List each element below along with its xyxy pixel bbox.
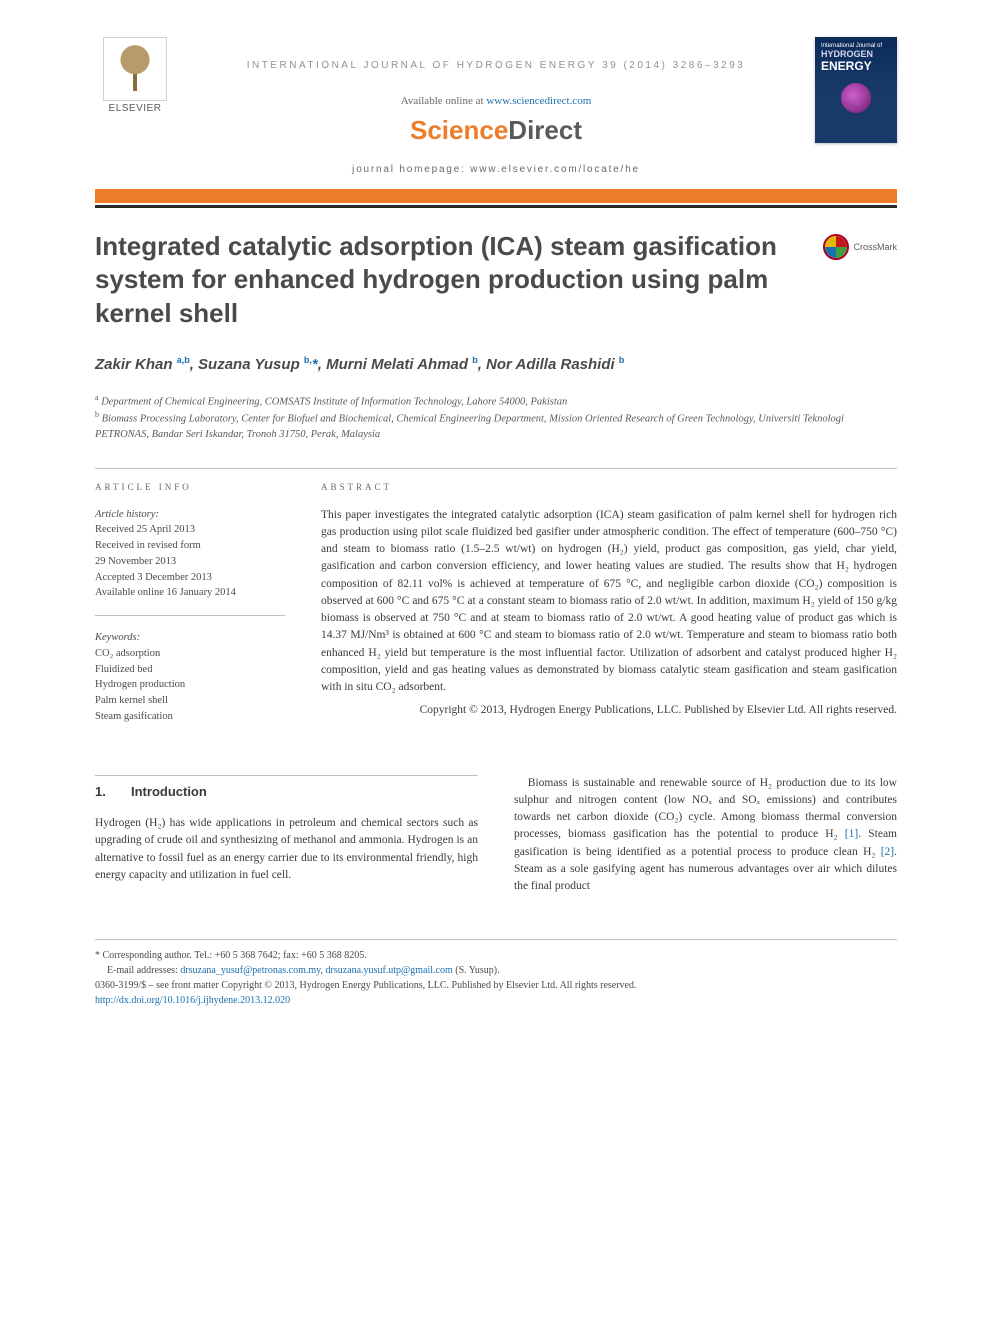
page-footer: * Corresponding author. Tel.: +60 5 368 … [95,939,897,1008]
sciencedirect-link[interactable]: www.sciencedirect.com [486,95,591,107]
issn-line: 0360-3199/$ – see front matter Copyright… [95,978,897,993]
journal-homepage-line: journal homepage: www.elsevier.com/locat… [95,164,897,175]
divider-orange [95,189,897,203]
crossmark-label: CrossMark [853,242,897,252]
keyword: Hydrogen production [95,677,285,693]
article-info-column: ARTICLE INFO Article history: Received 2… [95,481,285,725]
history-online: Available online 16 January 2014 [95,585,285,601]
sciencedirect-wordmark[interactable]: ScienceDirect [95,115,897,146]
corresponding-author: * Corresponding author. Tel.: +60 5 368 … [95,948,897,963]
journal-cover-thumbnail[interactable]: International Journal of HYDROGEN ENERGY [815,37,897,143]
running-head: INTERNATIONAL JOURNAL OF HYDROGEN ENERGY… [95,60,897,71]
history-revised-2: 29 November 2013 [95,554,285,570]
keyword: Palm kernel shell [95,693,285,709]
crossmark-badge[interactable]: CrossMark [823,234,897,260]
header: ELSEVIER International Journal of HYDROG… [95,95,897,175]
history-label: Article history: [95,507,285,523]
email-link[interactable]: drsuzana_yusuf@petronas.com.my [180,965,320,976]
history-revised-1: Received in revised form [95,538,285,554]
section-heading: 1.Introduction [95,775,478,802]
abstract-text: This paper investigates the integrated c… [321,507,897,697]
affiliations: a Department of Chemical Engineering, CO… [95,392,897,443]
body-text: 1.Introduction Hydrogen (H₂) has wide ap… [95,775,897,896]
history-accepted: Accepted 3 December 2013 [95,570,285,586]
keyword: CO₂ adsorption [95,646,285,662]
info-divider [95,615,285,616]
abstract-column: ABSTRACT This paper investigates the int… [321,481,897,725]
available-online-line: Available online at www.sciencedirect.co… [95,95,897,107]
citation-link[interactable]: [2] [881,846,894,858]
citation-link[interactable]: [1] [845,828,858,840]
abstract-label: ABSTRACT [321,481,897,495]
cover-title-1: HYDROGEN [821,49,891,59]
affiliation-a: Department of Chemical Engineering, COMS… [101,396,567,407]
intro-paragraph: Hydrogen (H₂) has wide applications in p… [95,815,478,884]
email-link[interactable]: drsuzana.yusuf.utp@gmail.com [326,965,453,976]
keyword: Fluidized bed [95,662,285,678]
keyword: Steam gasification [95,709,285,725]
keywords-label: Keywords: [95,630,285,646]
history-received: Received 25 April 2013 [95,522,285,538]
affiliation-b: Biomass Processing Laboratory, Center fo… [95,414,844,440]
article-title: Integrated catalytic adsorption (ICA) st… [95,230,897,330]
author-list: Zakir Khan a,b, Suzana Yusup b,*, Murni … [95,354,897,376]
elsevier-tree-icon [103,37,167,101]
article-info-label: ARTICLE INFO [95,481,285,495]
elsevier-logo[interactable]: ELSEVIER [95,37,175,114]
divider-black [95,205,897,208]
cover-title-2: ENERGY [821,59,891,73]
intro-paragraph: Biomass is sustainable and renewable sou… [514,775,897,896]
doi-link[interactable]: http://dx.doi.org/10.1016/j.ijhydene.201… [95,995,290,1006]
cover-graphic-icon [841,83,871,113]
crossmark-icon [823,234,849,260]
email-line: E-mail addresses: drsuzana_yusuf@petrona… [95,963,897,978]
elsevier-label: ELSEVIER [95,103,175,114]
abstract-copyright: Copyright © 2013, Hydrogen Energy Public… [321,702,897,719]
